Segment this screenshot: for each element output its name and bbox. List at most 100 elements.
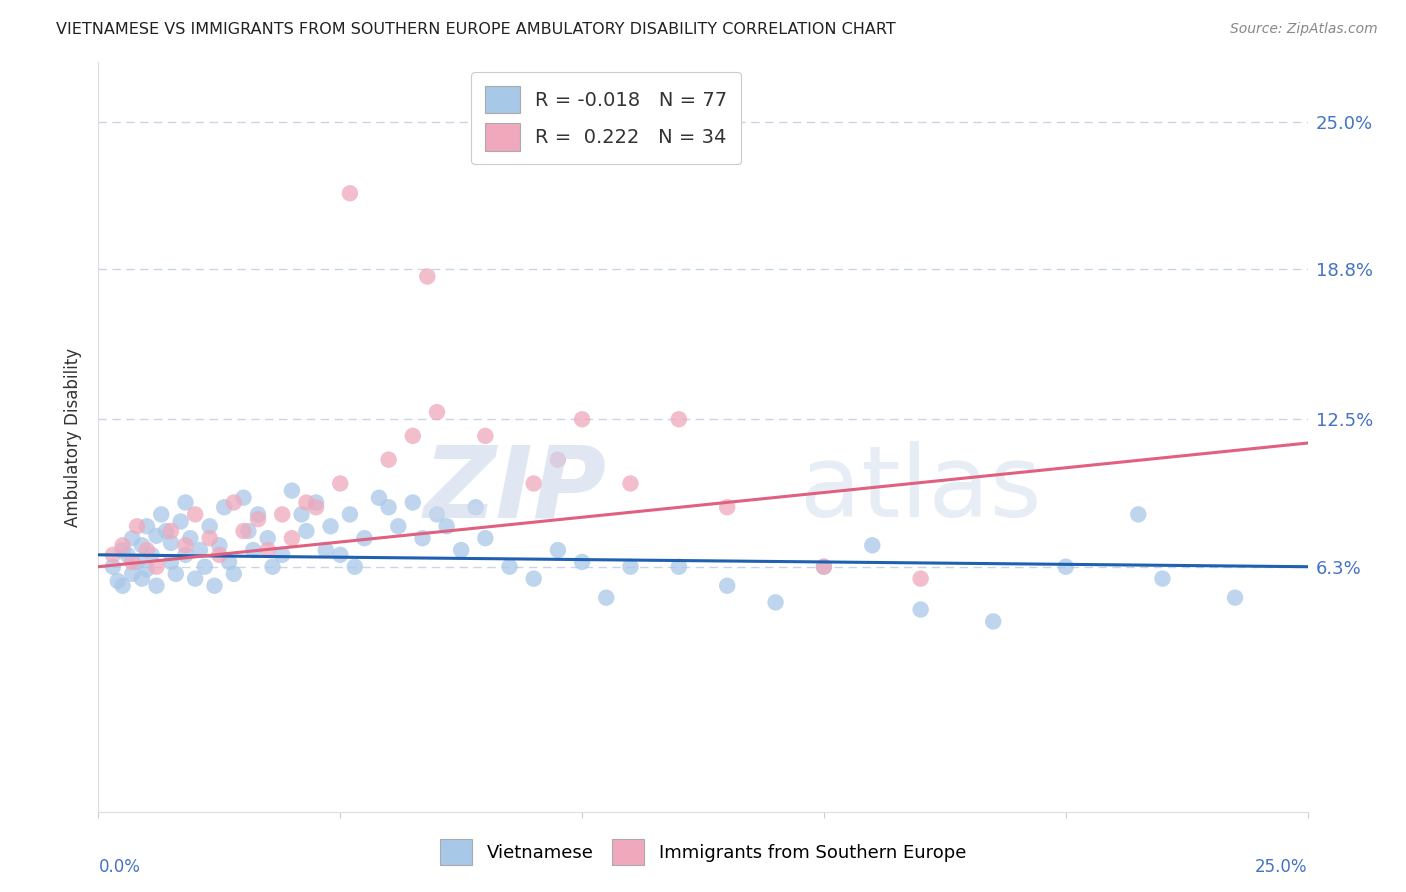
Point — [813, 559, 835, 574]
Point — [411, 531, 433, 545]
Point — [131, 572, 153, 586]
Point — [174, 548, 197, 562]
Point — [1054, 559, 1077, 574]
Text: atlas: atlas — [800, 441, 1042, 538]
Point — [222, 566, 245, 581]
Point — [101, 548, 124, 562]
Point — [464, 500, 486, 515]
Point — [436, 519, 458, 533]
Text: ZIP: ZIP — [423, 441, 606, 538]
Point — [256, 543, 278, 558]
Point — [121, 566, 143, 581]
Point — [135, 562, 157, 576]
Point — [319, 519, 342, 533]
Point — [1152, 572, 1174, 586]
Point — [238, 524, 260, 538]
Point — [523, 476, 546, 491]
Point — [117, 548, 139, 562]
Point — [145, 579, 167, 593]
Y-axis label: Ambulatory Disability: Ambulatory Disability — [65, 348, 83, 526]
Point — [107, 574, 129, 588]
Point — [547, 543, 569, 558]
Point — [910, 602, 932, 616]
Point — [101, 559, 124, 574]
Point — [716, 579, 738, 593]
Point — [208, 548, 231, 562]
Point — [295, 495, 318, 509]
Text: 25.0%: 25.0% — [1256, 858, 1308, 876]
Point — [474, 429, 496, 443]
Point — [174, 538, 197, 552]
Point — [242, 543, 264, 558]
Point — [290, 508, 312, 522]
Point — [121, 531, 143, 545]
Point — [353, 531, 375, 545]
Point — [111, 579, 134, 593]
Point — [212, 500, 235, 515]
Point — [184, 508, 207, 522]
Point — [131, 538, 153, 552]
Point — [765, 595, 787, 609]
Point — [160, 524, 183, 538]
Point — [169, 515, 191, 529]
Point — [571, 412, 593, 426]
Point — [305, 495, 328, 509]
Point — [295, 524, 318, 538]
Point — [377, 500, 399, 515]
Point — [222, 495, 245, 509]
Point — [595, 591, 617, 605]
Point — [339, 186, 361, 201]
Point — [426, 405, 449, 419]
Point — [127, 519, 149, 533]
Point — [402, 429, 425, 443]
Point — [111, 543, 134, 558]
Point — [619, 476, 641, 491]
Point — [111, 538, 134, 552]
Point — [668, 412, 690, 426]
Point — [184, 572, 207, 586]
Point — [281, 531, 304, 545]
Point — [141, 548, 163, 562]
Point — [860, 538, 883, 552]
Point — [262, 559, 284, 574]
Point — [281, 483, 304, 498]
Point — [1128, 508, 1150, 522]
Point — [194, 559, 217, 574]
Point — [155, 524, 177, 538]
Point — [135, 543, 157, 558]
Text: VIETNAMESE VS IMMIGRANTS FROM SOUTHERN EUROPE AMBULATORY DISABILITY CORRELATION : VIETNAMESE VS IMMIGRANTS FROM SOUTHERN E… — [56, 22, 896, 37]
Point — [523, 572, 546, 586]
Point — [218, 555, 240, 569]
Point — [198, 519, 221, 533]
Point — [121, 555, 143, 569]
Point — [271, 548, 294, 562]
Point — [329, 476, 352, 491]
Point — [619, 559, 641, 574]
Point — [498, 559, 520, 574]
Point — [174, 495, 197, 509]
Point — [716, 500, 738, 515]
Point — [343, 559, 366, 574]
Point — [910, 572, 932, 586]
Point — [145, 559, 167, 574]
Point — [402, 495, 425, 509]
Point — [813, 559, 835, 574]
Point — [179, 531, 201, 545]
Point — [377, 452, 399, 467]
Point — [188, 543, 211, 558]
Point — [305, 500, 328, 515]
Point — [1223, 591, 1246, 605]
Point — [571, 555, 593, 569]
Point — [256, 531, 278, 545]
Point — [547, 452, 569, 467]
Point — [247, 508, 270, 522]
Point — [981, 615, 1004, 629]
Point — [160, 536, 183, 550]
Point — [339, 508, 361, 522]
Point — [160, 555, 183, 569]
Point — [271, 508, 294, 522]
Point — [474, 531, 496, 545]
Point — [198, 531, 221, 545]
Point — [208, 538, 231, 552]
Legend: Vietnamese, Immigrants from Southern Europe: Vietnamese, Immigrants from Southern Eur… — [430, 830, 976, 874]
